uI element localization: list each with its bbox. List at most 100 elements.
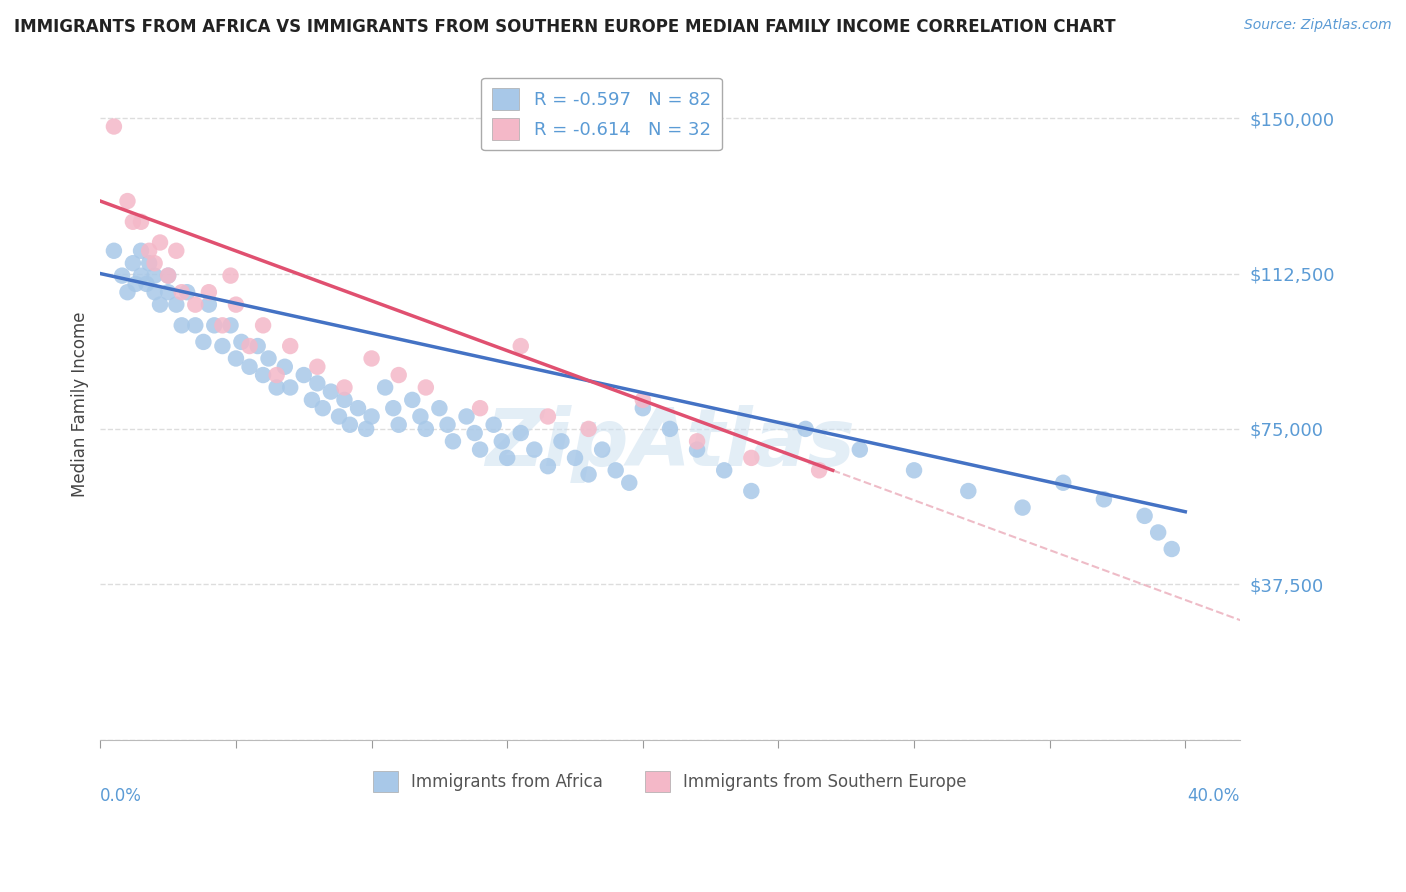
Point xyxy=(794,422,817,436)
Point xyxy=(135,277,157,291)
Point xyxy=(211,318,233,333)
Point xyxy=(401,392,423,407)
Point xyxy=(605,463,627,477)
Point xyxy=(496,450,519,465)
Point xyxy=(307,376,329,391)
Point xyxy=(441,434,464,449)
Point xyxy=(266,380,288,394)
Point xyxy=(619,475,641,490)
Point xyxy=(523,442,546,457)
Point xyxy=(252,368,274,382)
Point xyxy=(165,244,187,258)
Text: IMMIGRANTS FROM AFRICA VS IMMIGRANTS FROM SOUTHERN EUROPE MEDIAN FAMILY INCOME C: IMMIGRANTS FROM AFRICA VS IMMIGRANTS FRO… xyxy=(14,18,1116,36)
Point xyxy=(157,268,180,283)
Point xyxy=(354,422,377,436)
Point xyxy=(509,425,531,440)
Point xyxy=(388,417,411,432)
Point xyxy=(184,318,207,333)
Point xyxy=(578,467,600,482)
Text: 0.0%: 0.0% xyxy=(100,787,142,805)
Point xyxy=(117,285,139,300)
Point xyxy=(129,268,152,283)
Point xyxy=(333,380,356,394)
Point xyxy=(564,450,586,465)
Point xyxy=(1092,492,1115,507)
Point xyxy=(374,380,396,394)
Point xyxy=(219,268,242,283)
Point xyxy=(238,359,260,374)
Point xyxy=(198,285,221,300)
Point xyxy=(307,359,329,374)
Point xyxy=(225,351,247,366)
Point xyxy=(184,298,207,312)
Point xyxy=(231,334,253,349)
Point xyxy=(360,409,382,424)
Point xyxy=(491,434,513,449)
Point xyxy=(333,392,356,407)
Text: 40.0%: 40.0% xyxy=(1187,787,1240,805)
Point xyxy=(686,434,709,449)
Point xyxy=(301,392,323,407)
Point xyxy=(1011,500,1033,515)
Point xyxy=(328,409,350,424)
Point xyxy=(849,442,872,457)
Point xyxy=(143,268,166,283)
Point xyxy=(1133,508,1156,523)
Point xyxy=(319,384,342,399)
Point xyxy=(713,463,735,477)
Point xyxy=(292,368,315,382)
Point xyxy=(138,244,160,258)
Point xyxy=(124,277,146,291)
Point xyxy=(246,339,269,353)
Point xyxy=(122,256,145,270)
Point xyxy=(415,422,437,436)
Point xyxy=(429,401,451,416)
Point xyxy=(129,215,152,229)
Point xyxy=(143,256,166,270)
Point xyxy=(347,401,370,416)
Text: Source: ZipAtlas.com: Source: ZipAtlas.com xyxy=(1244,18,1392,32)
Point xyxy=(170,285,193,300)
Point xyxy=(238,339,260,353)
Point xyxy=(157,268,180,283)
Point xyxy=(388,368,411,382)
Point xyxy=(312,401,335,416)
Point xyxy=(360,351,382,366)
Point xyxy=(382,401,405,416)
Point xyxy=(122,215,145,229)
Point xyxy=(468,442,491,457)
Point xyxy=(170,318,193,333)
Point xyxy=(278,380,301,394)
Point xyxy=(198,298,221,312)
Point xyxy=(740,483,762,498)
Text: ZipAtlas: ZipAtlas xyxy=(485,405,855,483)
Point xyxy=(631,392,654,407)
Point xyxy=(278,339,301,353)
Legend: Immigrants from Africa, Immigrants from Southern Europe: Immigrants from Africa, Immigrants from … xyxy=(367,764,973,798)
Point xyxy=(631,401,654,416)
Point xyxy=(550,434,572,449)
Point xyxy=(482,417,505,432)
Point xyxy=(578,422,600,436)
Point xyxy=(219,318,242,333)
Point xyxy=(252,318,274,333)
Point xyxy=(686,442,709,457)
Y-axis label: Median Family Income: Median Family Income xyxy=(72,311,89,497)
Point xyxy=(274,359,297,374)
Point xyxy=(436,417,458,432)
Point xyxy=(211,339,233,353)
Point xyxy=(257,351,280,366)
Point xyxy=(103,120,125,134)
Point xyxy=(202,318,225,333)
Point xyxy=(1052,475,1074,490)
Point xyxy=(225,298,247,312)
Point xyxy=(117,194,139,208)
Point xyxy=(129,244,152,258)
Point xyxy=(903,463,925,477)
Point xyxy=(111,268,134,283)
Point xyxy=(176,285,198,300)
Point xyxy=(1147,525,1170,540)
Point xyxy=(266,368,288,382)
Point xyxy=(339,417,361,432)
Point xyxy=(143,285,166,300)
